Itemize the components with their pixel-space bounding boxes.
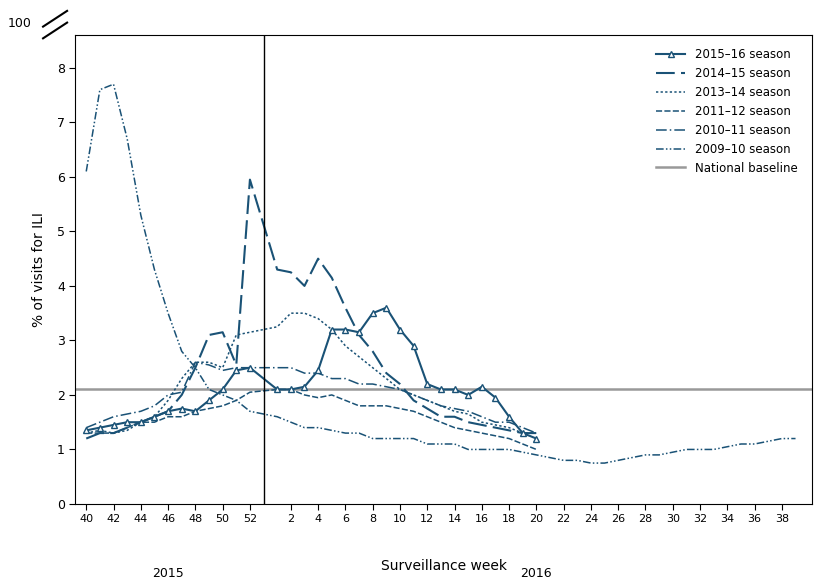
Text: 2016: 2016 xyxy=(520,567,552,580)
Text: 100: 100 xyxy=(8,18,31,30)
Text: 2015: 2015 xyxy=(152,567,184,580)
Y-axis label: % of visits for ILI: % of visits for ILI xyxy=(32,212,46,327)
X-axis label: Surveillance week: Surveillance week xyxy=(380,559,506,573)
Legend: 2015–16 season, 2014–15 season, 2013–14 season, 2011–12 season, 2010–11 season, : 2015–16 season, 2014–15 season, 2013–14 … xyxy=(650,43,802,179)
